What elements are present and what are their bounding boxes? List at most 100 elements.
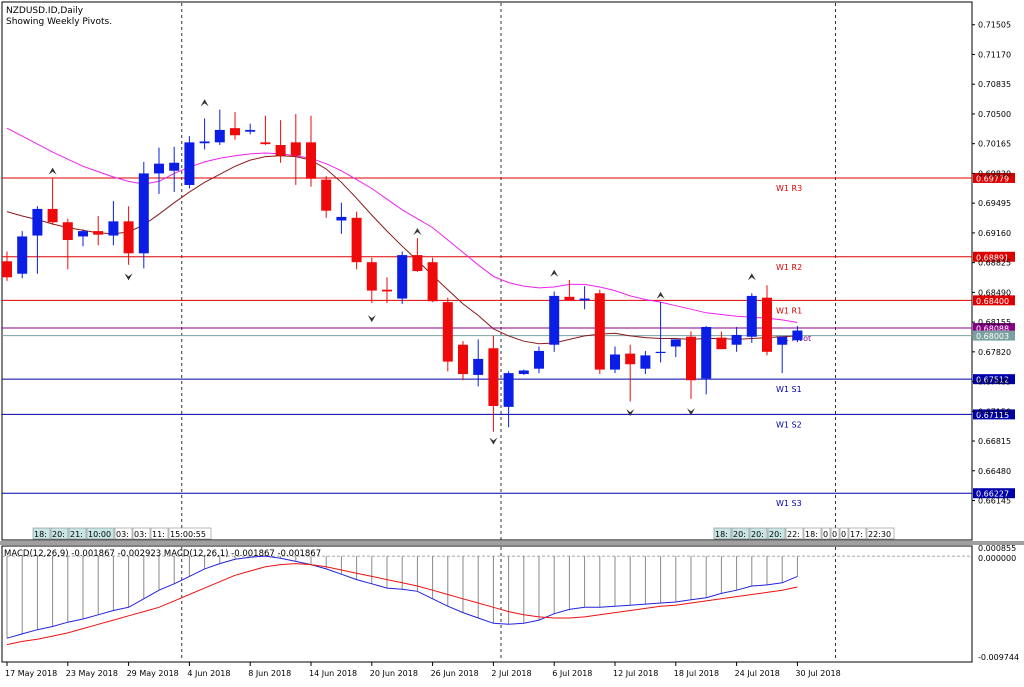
price-tick-label-8: 0.68825	[978, 259, 1011, 268]
pivot-label-6: W1 S3	[776, 499, 802, 508]
candle-body-38	[579, 298, 590, 301]
candlesticks	[2, 109, 803, 432]
time-label-left-box-6	[150, 527, 169, 540]
time-label-left-box-4	[114, 527, 133, 540]
pivot-price-label-5: 0.67115	[976, 411, 1009, 420]
time-label-left-label-4: 03:	[116, 530, 129, 539]
panel-splitter[interactable]	[0, 541, 1024, 545]
price-tick-label-1: 0.71170	[978, 50, 1011, 59]
candle-body-42	[640, 355, 651, 369]
candle-body-13	[199, 141, 210, 144]
candle-body-15	[230, 128, 240, 136]
candle-body-31	[473, 358, 484, 375]
chart-subtitle: Showing Weekly Pivots.	[6, 17, 112, 27]
candle-body-35	[534, 350, 544, 369]
candle-body-14	[214, 129, 225, 143]
price-tick-label-12: 0.67485	[978, 378, 1011, 387]
candle-body-0	[2, 261, 12, 278]
moving-averages	[6, 127, 798, 345]
fractal-up-1	[200, 99, 209, 107]
time-label-right-box-2	[749, 527, 768, 540]
time-label-left-box-2	[68, 527, 87, 540]
time-label-right-box-4	[785, 527, 804, 540]
chart-title: NZDUSD.ID,Daily	[6, 6, 84, 16]
time-label-right-box-5	[803, 527, 822, 540]
candle-body-25	[382, 289, 392, 292]
time-label-left-label-2: 21:	[70, 530, 83, 539]
pivot-label-1: W1 R2	[776, 263, 802, 272]
time-axis: 17 May 2018 23 May 2018 29 May 2018 4 Jun 2…	[5, 662, 841, 678]
candle-body-23	[351, 217, 362, 263]
candle-body-11	[169, 162, 180, 171]
candle-body-41	[625, 353, 636, 365]
candle-body-39	[594, 293, 605, 370]
candle-body-40	[610, 354, 620, 370]
price-tick-label-7: 0.69160	[978, 229, 1011, 238]
time-tick-label-6: 20 Jun 2018	[370, 669, 418, 678]
pivot-price-tag-6	[973, 488, 1015, 499]
time-label-right-label-7: 0	[832, 530, 837, 539]
candle-body-45	[686, 336, 696, 381]
fractal-up-5	[747, 273, 756, 281]
price-tick-label-15: 0.66480	[978, 467, 1011, 476]
candle-body-32	[488, 348, 499, 406]
pivot-price-label-6: 0.66227	[976, 490, 1009, 499]
time-label-right-box-9	[848, 527, 867, 540]
period-separators	[181, 3, 836, 660]
fractal-down-3	[626, 409, 635, 417]
fractal-down-1	[367, 315, 376, 323]
ma-slow-line	[6, 127, 798, 323]
fractals	[48, 99, 756, 445]
macd-tick-label-0: 0.000855	[978, 544, 1016, 553]
macd-line	[6, 555, 798, 639]
time-label-right-box-1	[731, 527, 750, 540]
time-tick-label-11: 18 Jul 2018	[674, 669, 719, 678]
candle-body-10	[154, 163, 164, 174]
candle-body-9	[138, 173, 149, 254]
price-tick-label-6: 0.69495	[978, 199, 1011, 208]
time-label-left-box-3	[86, 527, 115, 540]
candle-body-48	[731, 334, 742, 345]
candle-body-27	[412, 255, 423, 272]
pivot-label-5: W1 S2	[776, 420, 802, 429]
time-label-left-label-6: 11:	[152, 530, 165, 539]
time-label-right-box-6	[821, 527, 831, 540]
pivot-label-0: W1 R3	[776, 184, 802, 193]
price-tick-label-5: 0.69830	[978, 169, 1011, 178]
time-label-left-label-1: 20:	[52, 530, 65, 539]
candle-body-6	[93, 231, 104, 235]
pivot-price-tag-4	[973, 374, 1015, 385]
candle-body-1	[17, 236, 28, 274]
price-tick-label-4: 0.70165	[978, 140, 1011, 149]
price-tick-label-2: 0.70835	[978, 80, 1011, 89]
macd-signal-line	[6, 563, 798, 646]
time-label-right-box-3	[767, 527, 786, 540]
macd-title: MACD(12,26,9) -0.001867 -0.002923 MACD(1…	[4, 549, 321, 559]
candle-body-47	[716, 337, 727, 350]
time-label-right-box-10	[866, 527, 895, 540]
candle-body-24	[366, 262, 377, 291]
fractal-up-2	[413, 228, 422, 236]
candle-body-46	[701, 326, 712, 379]
time-label-left-label-7: 15:00:55	[170, 530, 206, 539]
pivot-price-label-1: 0.68891	[976, 253, 1009, 262]
current-price-label: 0.68003	[976, 332, 1009, 341]
time-tick-label-5: 14 Jun 2018	[309, 669, 357, 678]
pivot-price-tag-0	[973, 172, 1015, 183]
pivot-price-label-3: 0.68088	[976, 325, 1009, 334]
time-tick-label-8: 2 Jul 2018	[491, 669, 531, 678]
candle-body-52	[792, 330, 803, 341]
fractal-up-4	[656, 291, 665, 299]
price-tick-label-10: 0.68155	[978, 318, 1011, 327]
price-tick-label-13: 0.67150	[978, 407, 1011, 416]
price-tick-label-16: 0.66145	[978, 497, 1011, 506]
fractal-down-2	[489, 437, 498, 445]
ma-fast-line	[6, 155, 798, 345]
time-tick-label-1: 23 May 2018	[66, 669, 118, 678]
time-label-left-box-5	[132, 527, 151, 540]
time-label-right-label-4: 22:	[787, 530, 800, 539]
candle-body-4	[62, 222, 73, 240]
